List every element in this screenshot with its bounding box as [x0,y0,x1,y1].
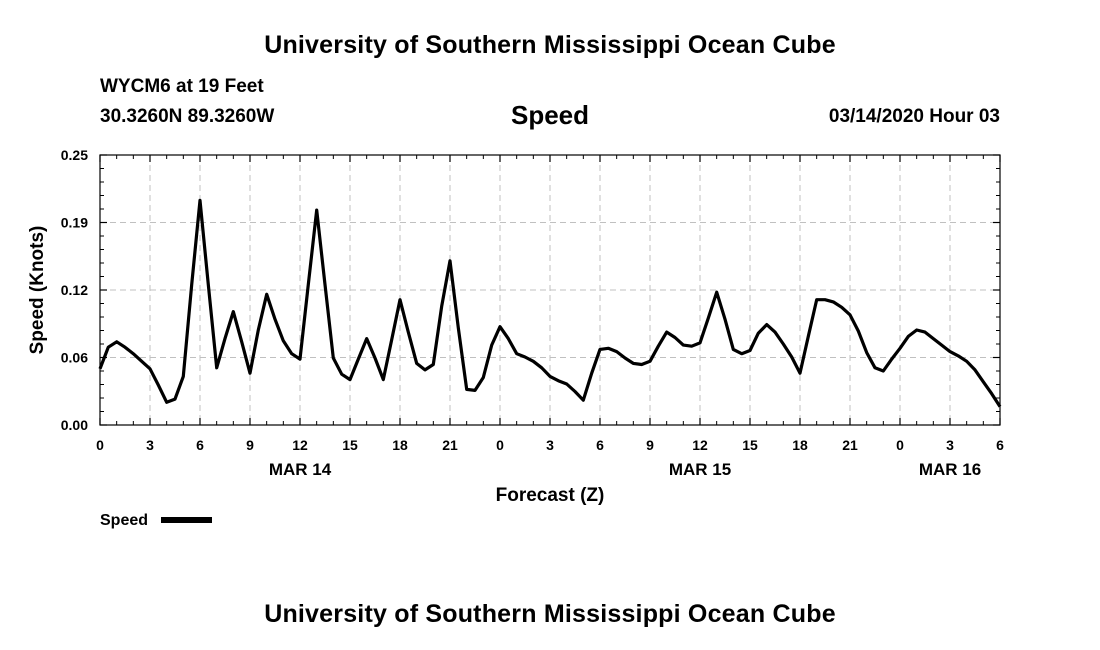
axis-ticks [99,154,1001,426]
chart-title: University of Southern Mississippi Ocean… [264,31,836,59]
coordinates-label: 30.3260N 89.3260W [100,106,275,127]
x-tick-label: 0 [896,437,904,453]
x-tick-label: 6 [596,437,604,453]
y-tick-label: 0.19 [61,215,88,231]
x-tick-label: 15 [342,437,358,453]
x-axis-label: Forecast (Z) [496,485,605,506]
x-tick-label: 18 [792,437,808,453]
grid-lines [100,155,1000,425]
station-label: WYCM6 at 19 Feet [100,76,264,97]
y-tick-label: 0.12 [61,282,88,298]
x-tick-label: 6 [996,437,1004,453]
x-tick-label: 9 [646,437,654,453]
footer-title: University of Southern Mississippi Ocean… [264,600,836,628]
x-tick-label: 9 [246,437,254,453]
date-label: MAR 14 [269,460,332,479]
x-tick-label: 0 [496,437,504,453]
y-tick-label: 0.25 [61,147,88,163]
x-tick-label: 21 [842,437,858,453]
speed-series-line [98,198,1002,408]
x-tick-label: 0 [96,437,104,453]
y-tick-label: 0.06 [61,350,88,366]
x-tick-label: 3 [146,437,154,453]
legend: Speed [100,512,212,529]
x-tick-label: 21 [442,437,458,453]
x-tick-label: 15 [742,437,758,453]
variable-title: Speed [510,100,590,130]
x-tick-label: 3 [546,437,554,453]
legend-label: Speed [100,512,148,529]
x-tick-label: 12 [292,437,308,453]
legend-swatch [161,517,212,523]
tick-labels: 0 3 6 9 12 15 18 21 0 3 6 9 12 15 18 21 0 3 6 0.00 0.06 0.12 0… [61,147,1004,479]
x-tick-label: 6 [196,437,204,453]
datetime-label: 03/14/2020 Hour 03 [828,106,1000,127]
x-tick-label: 3 [946,437,954,453]
x-tick-label: 18 [392,437,408,453]
y-axis-label: Speed (Knots) [27,226,48,355]
x-tick-label: 12 [692,437,708,453]
date-label: MAR 15 [669,460,731,479]
date-label: MAR 16 [919,460,981,479]
y-tick-label: 0.00 [61,417,88,433]
